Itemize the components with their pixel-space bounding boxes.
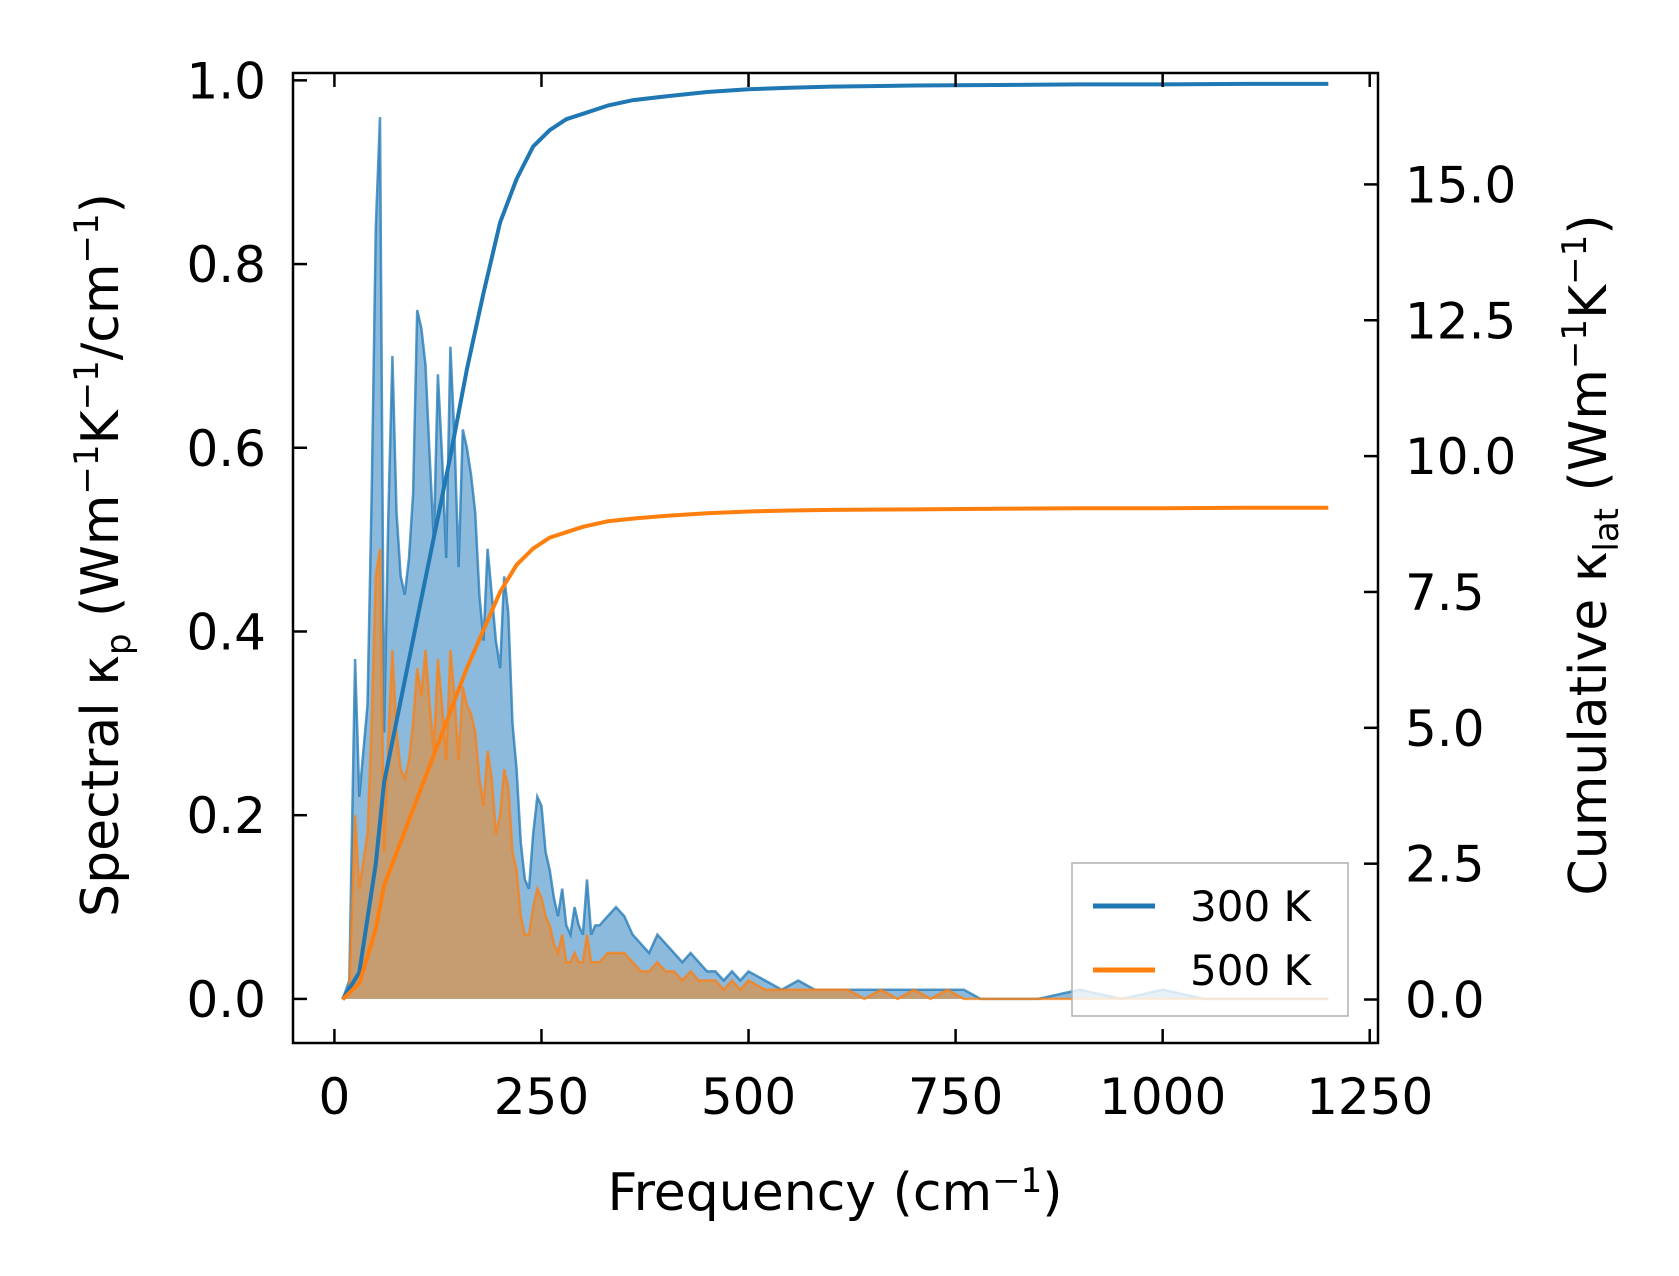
left-y-axis-label: Spectral κp (Wm−1K−1/cm−1): [67, 193, 139, 917]
x-axis-label: Frequency (cm−1): [607, 1161, 1062, 1223]
spectral-fills: [341, 117, 1329, 1001]
left-y-axis-ticks: 0.0 0.2 0.4 0.6 0.8 1.0: [186, 52, 307, 1029]
x-tick-label: 0: [319, 1068, 351, 1126]
right-y-tick-label: 7.5: [1405, 564, 1485, 622]
series-lines: [340, 81, 1329, 1001]
left-y-tick-label: 0.6: [186, 420, 266, 478]
cumulative-line-500k: [341, 505, 1329, 1001]
legend-label-500k: 500 K: [1190, 946, 1313, 995]
spectral-fill-500k: [342, 548, 1329, 999]
x-tick-label: 1000: [1099, 1068, 1226, 1126]
right-y-axis-label: Cumulative κlat (Wm−1K−1): [1555, 214, 1627, 895]
right-y-tick-label: 15.0: [1405, 156, 1516, 214]
x-tick-label: 500: [701, 1068, 796, 1126]
legend: 300 K 500 K: [1071, 862, 1349, 1017]
x-tick-label: 1250: [1306, 1068, 1433, 1126]
right-y-tick-label: 0.0: [1405, 972, 1485, 1030]
cumulative-line-300k: [340, 81, 1329, 1001]
left-y-tick-label: 0.8: [186, 236, 266, 294]
plot-frame: [291, 71, 1380, 1045]
left-y-tick-label: 0.4: [186, 603, 266, 661]
left-y-tick-label: 0.0: [186, 971, 266, 1029]
x-axis-ticks: 0 250 500 750 1000 1250: [319, 73, 1433, 1126]
left-y-tick-label: 0.2: [186, 787, 266, 845]
legend-box: [1071, 862, 1349, 1017]
spectral-line-500k: [341, 548, 1329, 1001]
legend-label-300k: 300 K: [1190, 882, 1313, 931]
right-y-tick-label: 12.5: [1405, 292, 1516, 350]
right-y-tick-label: 5.0: [1405, 700, 1485, 758]
x-tick-label: 250: [494, 1068, 589, 1126]
x-tick-label: 750: [908, 1068, 1003, 1126]
right-y-axis-ticks: 0.0 2.5 5.0 7.5 10.0 12.5 15.0: [1364, 156, 1516, 1030]
left-y-tick-label: 1.0: [186, 52, 266, 110]
right-y-tick-label: 10.0: [1405, 428, 1516, 486]
right-y-tick-label: 2.5: [1405, 836, 1485, 894]
